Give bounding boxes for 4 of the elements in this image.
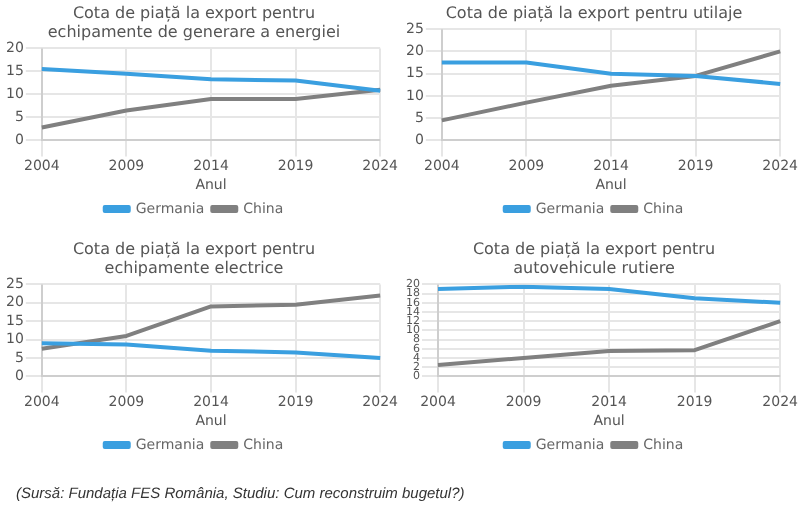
- chart-title: Cota de piață la export pentru echipamente de generare a energiei: [47, 3, 341, 41]
- chart-title: Cota de piață la export pentru autovehicule rutiere: [472, 239, 716, 277]
- chart-title: Cota de piață la export pentru utilaje: [445, 3, 743, 22]
- chart-title: Cota de piață la export pentru echipamente electrice: [72, 239, 316, 277]
